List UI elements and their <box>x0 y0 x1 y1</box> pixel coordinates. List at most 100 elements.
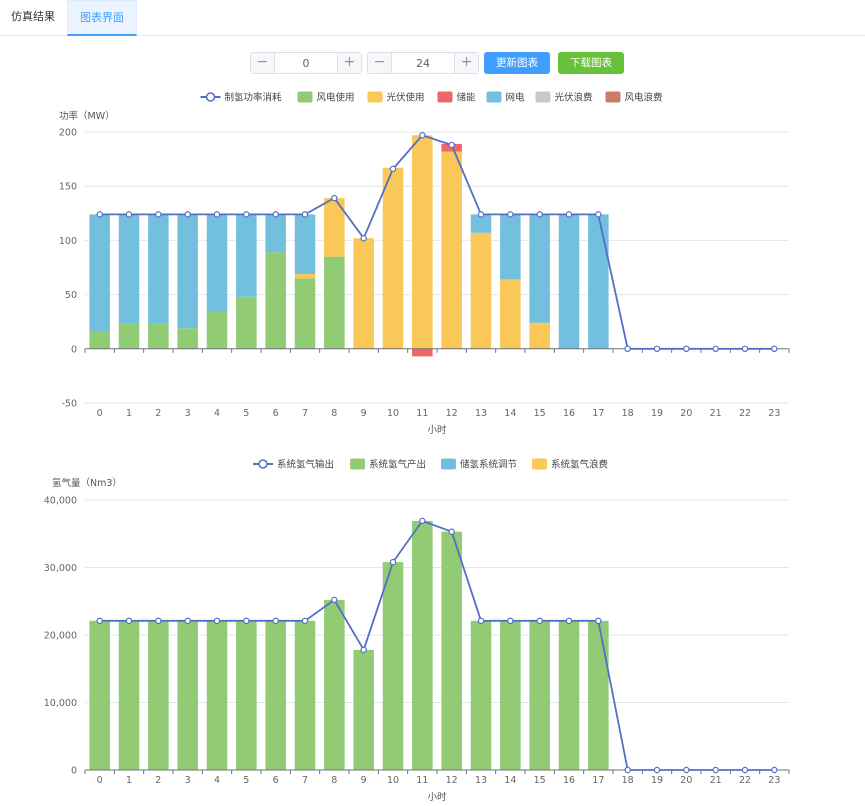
bar <box>118 214 140 324</box>
bar <box>412 135 433 349</box>
tab-simulation-results[interactable]: 仿真结果 <box>11 10 55 23</box>
legend-swatch <box>297 91 313 103</box>
x-tick-label: 6 <box>273 408 279 419</box>
y-tick-label: 0 <box>71 766 77 777</box>
line-point <box>243 211 250 218</box>
bar <box>441 531 462 770</box>
bar <box>382 167 404 349</box>
line-point <box>565 211 573 218</box>
line-point <box>712 345 719 352</box>
line-point <box>595 617 602 625</box>
bar <box>206 311 228 349</box>
line-point <box>272 617 279 625</box>
line-point <box>683 345 690 352</box>
bar <box>294 278 316 349</box>
legend-swatch <box>532 458 547 470</box>
bar <box>441 151 462 349</box>
x-tick-label: 5 <box>243 408 249 419</box>
x-tick-label: 21 <box>710 775 722 786</box>
line-point <box>96 617 103 625</box>
x-tick-label: 9 <box>361 408 367 419</box>
line-point <box>389 558 397 566</box>
consumption-line <box>99 134 775 350</box>
start-decrement-button[interactable]: − <box>251 53 275 73</box>
line-point <box>419 517 426 525</box>
bar <box>324 256 345 349</box>
line-point <box>96 211 103 218</box>
y-tick-label: 0 <box>71 344 77 355</box>
bar <box>118 620 140 770</box>
start-increment-button[interactable]: + <box>337 53 361 73</box>
bar <box>353 238 374 349</box>
line-point <box>331 194 338 202</box>
bar <box>265 620 286 770</box>
x-tick-label: 14 <box>504 408 516 419</box>
legend-label: 系统氢气输出 <box>277 459 334 471</box>
bar <box>236 214 257 297</box>
bar <box>177 328 198 349</box>
legend-swatch <box>437 91 453 103</box>
x-tick-label: 0 <box>97 408 103 419</box>
x-tick-label: 7 <box>302 775 308 786</box>
line-point <box>477 211 485 218</box>
x-tick-label: 11 <box>416 408 428 419</box>
line-point <box>155 617 162 625</box>
legend-swatch <box>535 91 551 103</box>
y-tick-label: 40,000 <box>44 496 77 507</box>
x-tick-label: 21 <box>710 408 722 419</box>
x-tick-label: 4 <box>214 408 220 419</box>
line-point <box>419 132 426 139</box>
y-axis-title: 功率（MW） <box>59 110 115 122</box>
x-tick-label: 15 <box>534 775 546 786</box>
x-tick-label: 23 <box>768 775 780 786</box>
tab-chart-view[interactable]: 图表界面 <box>67 0 137 36</box>
bar <box>558 620 580 770</box>
line-point <box>653 766 661 774</box>
end-decrement-button[interactable]: − <box>368 53 392 73</box>
start-hour-input[interactable] <box>275 53 337 73</box>
x-tick-label: 6 <box>273 775 279 786</box>
end-increment-button[interactable]: + <box>454 53 478 73</box>
bar <box>148 323 169 349</box>
bar <box>206 620 228 770</box>
line-point <box>477 617 485 625</box>
bar <box>470 214 492 233</box>
consumption-line <box>99 519 775 771</box>
line-point <box>360 646 367 654</box>
x-tick-label: 16 <box>563 408 575 419</box>
bar <box>529 620 550 770</box>
line-point <box>389 165 397 173</box>
x-tick-label: 1 <box>126 775 132 786</box>
bar <box>118 323 140 349</box>
legend-label: 系统氢气产出 <box>369 459 426 471</box>
x-tick-label: 13 <box>475 408 487 419</box>
y-tick-label: 30,000 <box>44 563 77 574</box>
y-tick-label: 50 <box>65 290 77 301</box>
bar <box>324 599 345 770</box>
line-point <box>712 766 719 774</box>
line-point <box>184 211 191 218</box>
line-point <box>741 766 749 774</box>
bar <box>529 322 550 349</box>
line-point <box>683 766 690 774</box>
bar <box>177 620 198 770</box>
y-axis-title: 氢气量（Nm3） <box>52 477 122 489</box>
download-chart-button[interactable]: 下载图表 <box>558 52 624 74</box>
line-point <box>565 617 573 625</box>
bar <box>382 562 404 770</box>
line-point <box>448 528 455 535</box>
bar <box>148 214 169 324</box>
legend-label: 储氢系统调节 <box>460 459 517 471</box>
line-point <box>243 617 250 625</box>
bar <box>412 520 433 770</box>
update-chart-button[interactable]: 更新图表 <box>484 52 550 74</box>
end-hour-input[interactable] <box>392 53 454 73</box>
x-tick-label: 0 <box>97 775 103 786</box>
bar <box>588 214 609 349</box>
y-tick-label: 10,000 <box>44 698 77 709</box>
x-tick-label: 3 <box>185 408 191 419</box>
line-point <box>507 211 514 218</box>
legend-circle-marker <box>205 92 216 102</box>
bar <box>89 214 110 332</box>
tab-bar: 仿真结果 图表界面 <box>0 0 865 36</box>
